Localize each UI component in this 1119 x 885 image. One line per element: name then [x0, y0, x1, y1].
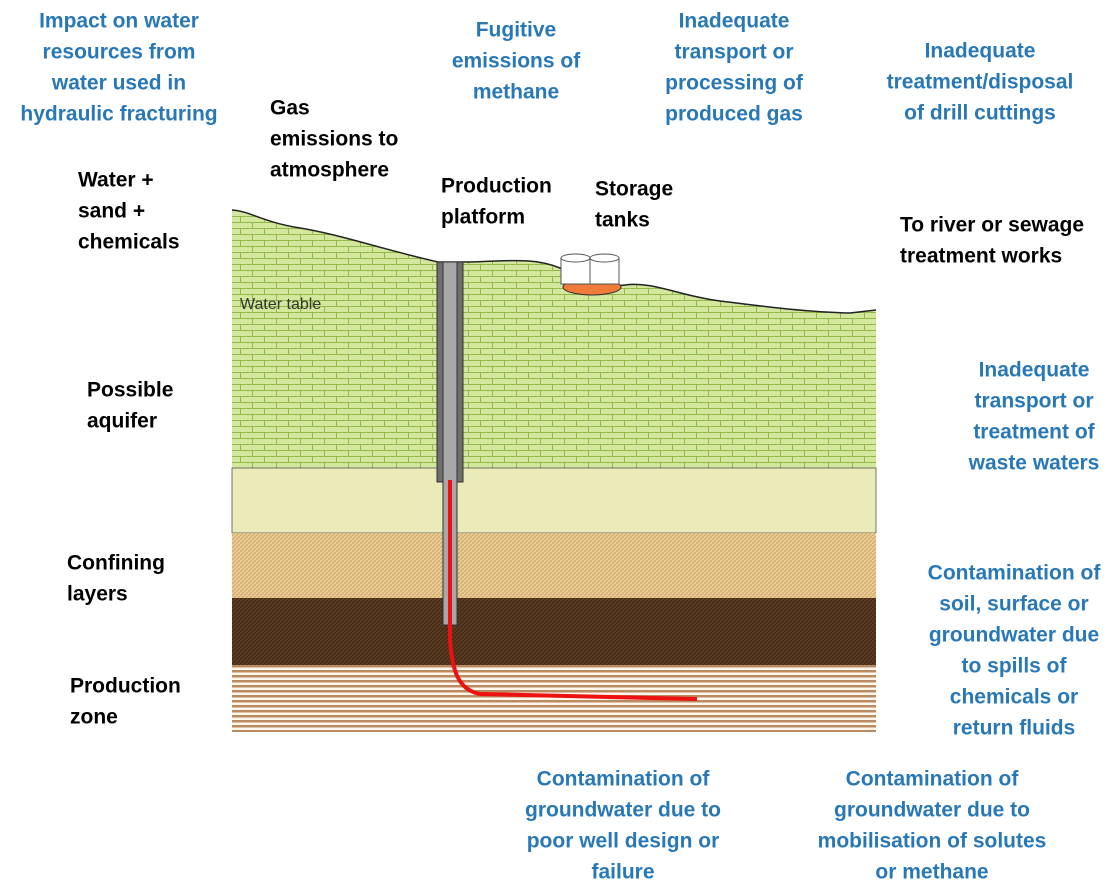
production-layer	[232, 665, 876, 732]
impact-label: soil, surface or	[939, 593, 1088, 616]
structure-label: Possible	[87, 379, 173, 402]
impact-label: groundwater due	[929, 624, 1099, 647]
impact-label: Contamination of	[928, 562, 1102, 585]
impact-label: methane	[473, 81, 559, 104]
impact-label: transport or	[974, 390, 1093, 413]
impact-label: of drill cuttings	[904, 102, 1056, 125]
impact-label: mobilisation of solutes	[818, 830, 1047, 853]
impact-label: Contamination of	[846, 768, 1020, 791]
impact-label: Contamination of	[537, 768, 711, 791]
structure-label: sand +	[78, 200, 145, 223]
structure-label: To river or sewage	[900, 214, 1084, 237]
impact-label: resources from	[43, 41, 196, 64]
impact-label: treatment/disposal	[887, 71, 1074, 94]
impact-label: Inadequate	[679, 10, 790, 33]
tank-top	[590, 254, 619, 262]
impact-label: emissions of	[452, 50, 581, 73]
impact-label: Impact on water	[39, 10, 199, 33]
impact-label: water used in	[51, 72, 186, 95]
structure-label: atmosphere	[270, 159, 389, 182]
structure-label: Confining	[67, 552, 165, 575]
structure-label: chemicals	[78, 231, 180, 254]
structure-label: Gas	[270, 97, 310, 120]
structure-label: layers	[67, 583, 128, 606]
light-layer	[232, 468, 876, 533]
structure-label: Production	[441, 175, 552, 198]
impact-label: Fugitive	[476, 19, 557, 42]
structure-label: emissions to	[270, 128, 398, 151]
impact-label: poor well design or	[527, 830, 720, 853]
impact-label: return fluids	[953, 717, 1076, 740]
structure-label: Production	[70, 675, 181, 698]
tank-top	[561, 254, 590, 262]
impact-label: groundwater due to	[525, 799, 721, 822]
structure-label: Water +	[78, 169, 154, 192]
impact-label: hydraulic fracturing	[20, 103, 217, 126]
impact-label: or methane	[875, 861, 988, 884]
layers	[232, 210, 876, 732]
structure-label: tanks	[595, 209, 650, 232]
structure-label: aquifer	[87, 410, 157, 433]
dark-layer	[232, 598, 876, 665]
water-table-label: Water table	[240, 296, 321, 313]
structure-label: Storage	[595, 178, 673, 201]
impact-label: transport or	[674, 41, 793, 64]
impact-label: Inadequate	[979, 359, 1090, 382]
confining-layer	[232, 533, 876, 598]
structure-label: zone	[70, 706, 118, 729]
structure-label: platform	[441, 206, 525, 229]
impact-label: chemicals or	[950, 686, 1078, 709]
impact-label: waste waters	[968, 452, 1100, 475]
impact-label: to spills of	[962, 655, 1068, 678]
impact-label: processing of	[665, 72, 804, 95]
impact-label: treatment of	[973, 421, 1095, 444]
impact-label: groundwater due to	[834, 799, 1030, 822]
structure-label: treatment works	[900, 245, 1062, 268]
impact-label: produced gas	[665, 103, 803, 126]
aquifer-layer	[232, 210, 876, 468]
impact-label: Inadequate	[925, 40, 1036, 63]
diagram: Water table Impact on water resources fro…	[0, 0, 1119, 885]
impact-label: failure	[591, 861, 654, 884]
storage-tanks	[561, 254, 621, 295]
